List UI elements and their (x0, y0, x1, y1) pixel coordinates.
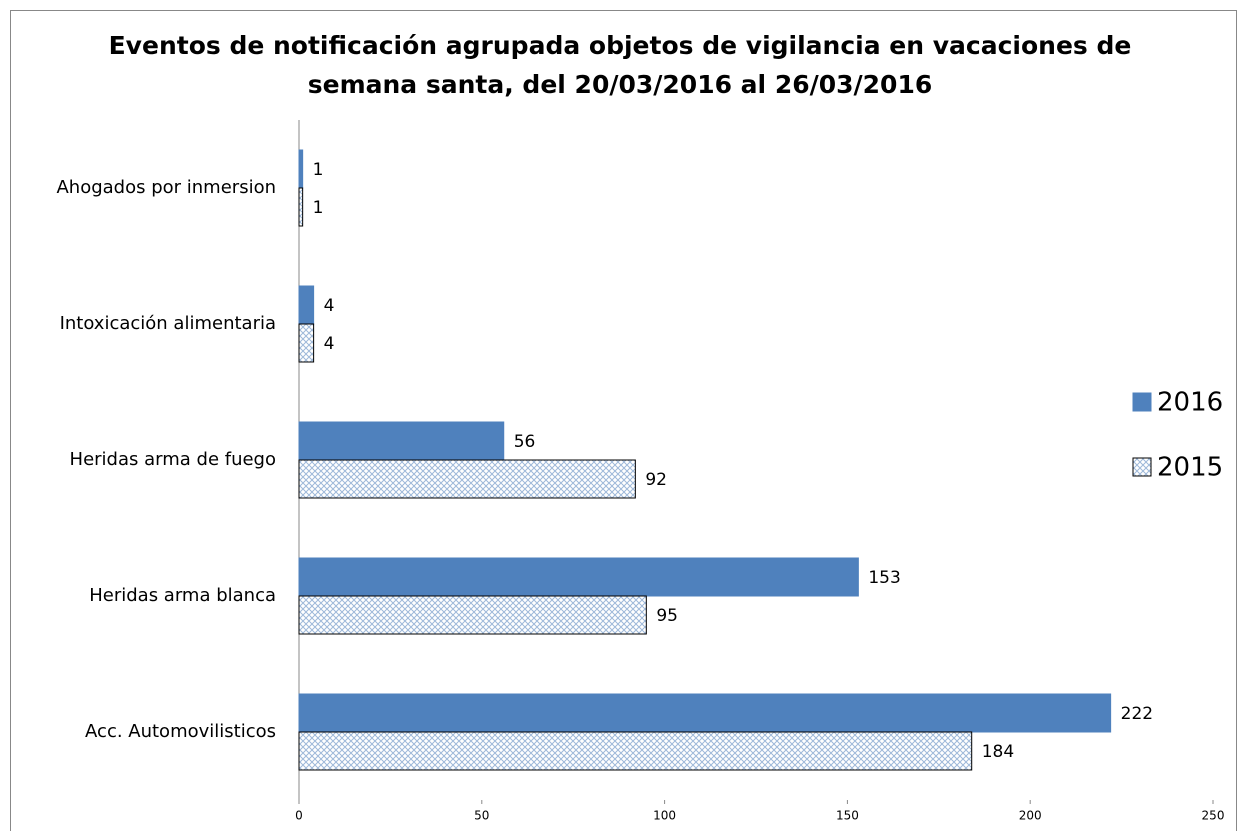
y-tick-label: Acc. Automovilisticos (85, 721, 276, 742)
value-label: 56 (514, 432, 536, 452)
y-tick-label: Ahogados por inmersion (56, 177, 276, 198)
value-label: 92 (645, 470, 667, 490)
y-tick-label: Heridas arma de fuego (70, 449, 276, 470)
bar (298, 459, 636, 499)
x-tick-label: 150 (836, 809, 859, 823)
value-label: 222 (1121, 704, 1153, 724)
chart-title: Eventos de notificación agrupada objetos… (109, 31, 1132, 60)
bar (298, 731, 973, 771)
bar (298, 149, 304, 189)
x-tick-label: 200 (1019, 809, 1042, 823)
legend-label: 2015 (1157, 453, 1223, 483)
legend-swatch (1132, 457, 1152, 477)
bar (298, 285, 315, 325)
x-tick-label: 250 (1202, 809, 1225, 823)
value-label: 184 (982, 742, 1014, 762)
bar (298, 323, 315, 363)
bar (298, 693, 1112, 733)
value-label: 95 (656, 606, 678, 626)
bar (298, 557, 859, 597)
x-tick-label: 0 (295, 809, 303, 823)
legend-label: 2016 (1157, 388, 1223, 418)
bar (298, 187, 304, 227)
y-tick-label: Heridas arma blanca (89, 585, 276, 606)
value-label: 153 (868, 568, 900, 588)
bar (298, 421, 505, 461)
value-label: 1 (313, 198, 324, 218)
legend-swatch (1132, 392, 1152, 412)
chart-title: semana santa, del 20/03/2016 al 26/03/20… (308, 70, 933, 99)
x-tick-label: 100 (653, 809, 676, 823)
y-tick-label: Intoxicación alimentaria (60, 313, 276, 334)
x-tick-label: 50 (474, 809, 489, 823)
value-label: 1 (313, 160, 324, 180)
value-label: 4 (324, 296, 335, 316)
value-label: 4 (324, 334, 335, 354)
bar (298, 595, 647, 635)
